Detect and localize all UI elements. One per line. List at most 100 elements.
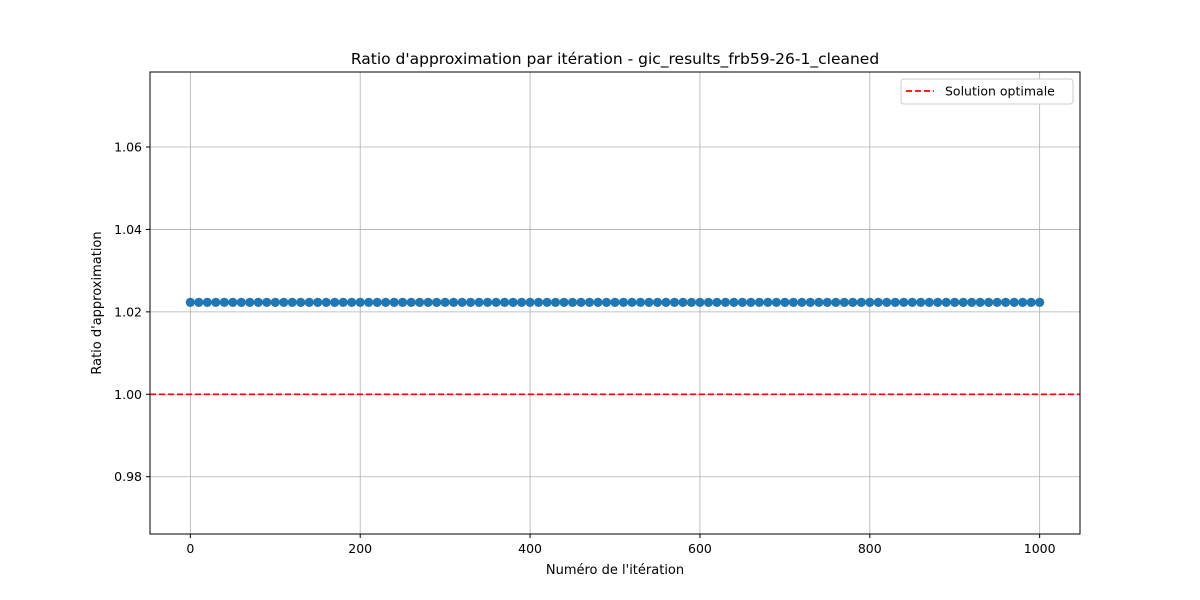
data-point: [449, 297, 459, 307]
data-point: [805, 297, 815, 307]
x-axis-label: Numéro de l'itération: [546, 563, 684, 578]
y-tick-label: 1.00: [114, 387, 142, 402]
data-point: [330, 297, 340, 307]
data-point: [321, 297, 331, 307]
data-point: [797, 297, 807, 307]
data-point: [729, 297, 739, 307]
data-point: [525, 297, 535, 307]
data-point: [712, 297, 722, 307]
data-point: [533, 297, 544, 307]
data-point: [415, 297, 425, 307]
y-tick-label: 1.04: [114, 222, 142, 237]
data-point: [550, 297, 561, 307]
data-point: [627, 297, 637, 307]
data-point: [296, 297, 306, 307]
data-point: [347, 297, 357, 307]
data-point: [185, 297, 195, 307]
data-point: [984, 297, 994, 307]
data-point: [389, 297, 399, 307]
data-point: [848, 297, 858, 307]
x-tick-label: 0: [186, 541, 194, 556]
data-point: [202, 297, 212, 307]
data-point: [839, 297, 849, 307]
data-point: [916, 297, 926, 307]
data-point: [720, 297, 731, 307]
data-point: [432, 297, 442, 307]
data-point: [763, 297, 773, 307]
data-point: [313, 297, 323, 307]
data-point: [372, 297, 382, 307]
data-point: [771, 297, 781, 307]
data-point: [882, 297, 892, 307]
data-point: [559, 297, 569, 307]
data-point: [516, 297, 527, 307]
y-tick-label: 1.02: [114, 304, 142, 319]
data-point: [933, 297, 943, 307]
data-point: [967, 297, 977, 307]
data-point: [270, 297, 280, 307]
data-point: [746, 297, 756, 307]
data-point: [958, 297, 968, 307]
data-point: [831, 297, 841, 307]
data-point: [780, 297, 790, 307]
data-point: [992, 297, 1002, 307]
y-tick-label: 1.06: [114, 140, 142, 155]
data-point: [661, 297, 671, 307]
data-point: [474, 297, 484, 307]
data-point: [601, 297, 612, 307]
data-point: [466, 297, 476, 307]
legend-label-solution-optimale: Solution optimale: [945, 84, 1055, 99]
data-point: [236, 297, 246, 307]
data-points: [185, 297, 1045, 307]
data-point: [1018, 297, 1028, 307]
data-point: [567, 297, 578, 307]
data-point: [219, 297, 229, 307]
x-tick-label: 1000: [1024, 541, 1056, 556]
data-point: [398, 297, 408, 307]
data-point: [228, 297, 238, 307]
data-point: [279, 297, 289, 307]
data-point: [678, 297, 688, 307]
data-point: [1001, 297, 1011, 307]
y-axis-label: Ratio d'approximation: [90, 231, 105, 374]
data-point: [865, 297, 875, 307]
data-point: [584, 297, 595, 307]
data-point: [440, 297, 450, 307]
data-point: [364, 297, 374, 307]
data-point: [508, 297, 518, 307]
x-tick-label: 200: [348, 541, 372, 556]
data-point: [899, 297, 909, 307]
data-point: [788, 297, 798, 307]
data-point: [644, 297, 654, 307]
data-point: [499, 297, 510, 307]
x-tick-label: 600: [688, 541, 712, 556]
data-point: [703, 297, 714, 307]
y-ticks: 0.98 1.00 1.02 1.04 1.06: [114, 140, 150, 484]
data-point: [287, 297, 297, 307]
data-point: [593, 297, 603, 307]
chart-title: Ratio d'approximation par itération - gi…: [351, 50, 879, 69]
data-point: [890, 297, 900, 307]
data-point: [669, 297, 680, 307]
data-point: [211, 297, 221, 307]
data-point: [381, 297, 391, 307]
data-point: [873, 297, 883, 307]
data-point: [491, 297, 501, 307]
data-point: [304, 297, 314, 307]
x-ticks: 0 200 400 600 800 1000: [186, 534, 1056, 556]
data-point: [457, 297, 467, 307]
data-point: [975, 297, 985, 307]
data-point: [262, 297, 272, 307]
data-point: [194, 297, 204, 307]
data-point: [253, 297, 263, 307]
data-point: [483, 297, 493, 307]
data-point: [635, 297, 646, 307]
data-point: [542, 297, 552, 307]
data-point: [856, 297, 866, 307]
data-point: [924, 297, 934, 307]
data-point: [950, 297, 960, 307]
data-point: [406, 297, 416, 307]
legend: Solution optimale: [900, 78, 1074, 105]
x-tick-label: 400: [518, 541, 542, 556]
data-point: [907, 297, 917, 307]
